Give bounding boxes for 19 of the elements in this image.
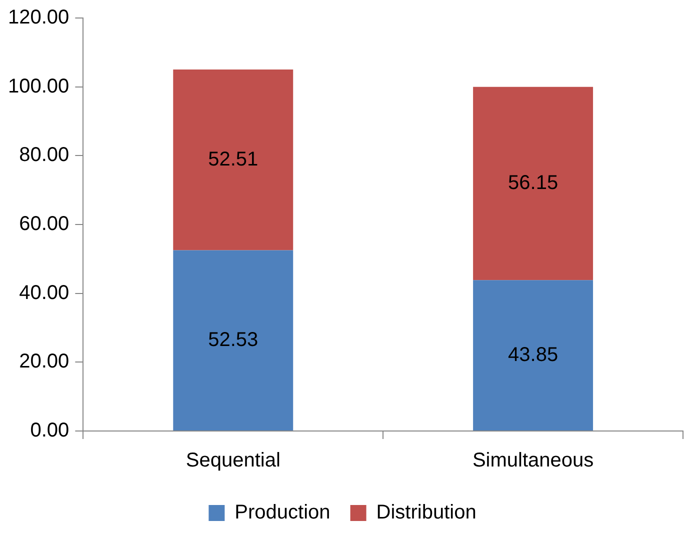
bar xyxy=(473,86,594,280)
y-tick-label: 20.00 xyxy=(19,350,70,373)
y-tick-label: 40.00 xyxy=(19,282,70,304)
legend-label: Production xyxy=(234,502,330,524)
legend-label: Distribution xyxy=(376,502,476,524)
bar xyxy=(173,250,294,430)
x-tick-label: Sequential xyxy=(186,450,280,472)
bar xyxy=(473,280,594,430)
y-tick-label: 0.00 xyxy=(30,420,70,442)
bar xyxy=(173,69,294,250)
data-label: 52.53 xyxy=(208,328,258,351)
x-tick-label: Simultaneous xyxy=(472,450,594,472)
y-tick-label: 120.00 xyxy=(8,6,70,29)
y-tick-label: 80.00 xyxy=(19,144,70,166)
data-label: 43.85 xyxy=(508,344,558,366)
y-tick-label: 100.00 xyxy=(8,75,70,98)
y-tick-label: 60.00 xyxy=(19,213,70,236)
data-label: 52.51 xyxy=(208,148,258,170)
data-label: 56.15 xyxy=(508,172,558,194)
